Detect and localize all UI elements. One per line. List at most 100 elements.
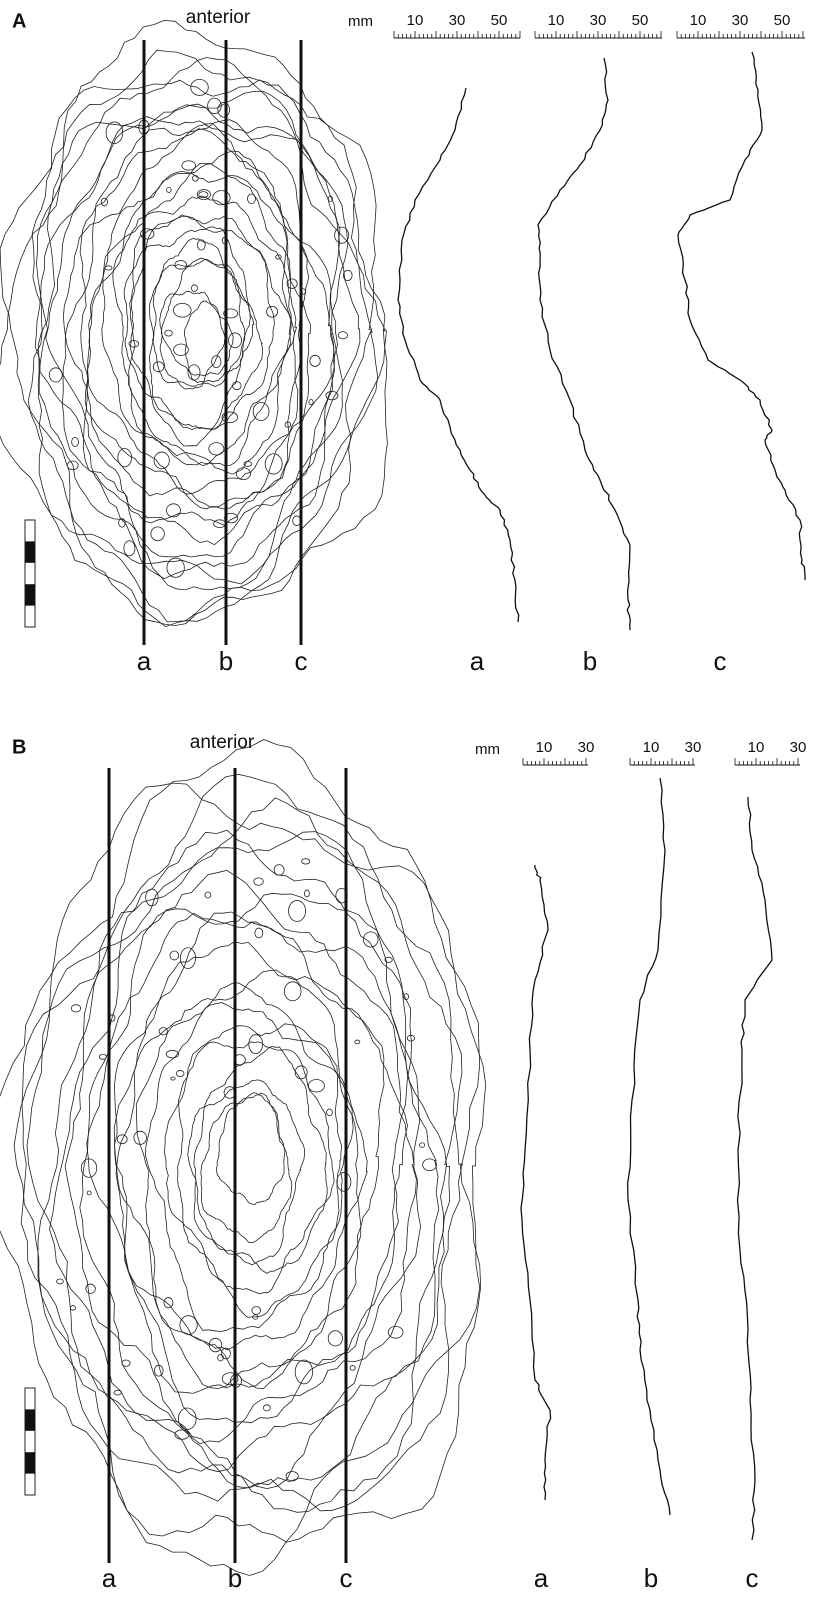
contour-islet <box>212 356 221 368</box>
contour-map <box>0 740 486 1576</box>
scale-bar <box>25 1388 35 1495</box>
contour <box>114 912 407 1393</box>
contour-islet <box>420 1143 425 1148</box>
contour <box>102 163 292 474</box>
ruler-label: 10 <box>748 739 765 756</box>
contour-islet <box>171 1077 175 1080</box>
contour-islet <box>295 1066 307 1079</box>
contour-islet <box>175 1430 189 1439</box>
contour <box>87 913 408 1423</box>
contour-islet <box>122 1360 130 1366</box>
page: {"panels": [ {"label": "A", "orientation… <box>0 0 837 1609</box>
contour-islet <box>180 1316 197 1335</box>
contour-islet <box>191 79 209 95</box>
contour-islet <box>338 332 347 339</box>
ruler-label: 30 <box>790 739 807 756</box>
scale-bar-block <box>25 541 35 562</box>
contour-islet <box>304 890 309 897</box>
contour <box>114 942 384 1389</box>
contour-islet <box>252 1307 261 1315</box>
orientation-label: anterior <box>190 732 255 753</box>
contour-islet <box>70 1306 75 1311</box>
contour-islet <box>164 1298 173 1308</box>
contour-islet <box>327 1109 333 1116</box>
scale-unit: mm <box>348 13 373 30</box>
ruler-label: 30 <box>578 739 595 756</box>
contour-islet <box>174 344 189 355</box>
ruler-label: 10 <box>536 739 553 756</box>
contour-islet <box>309 399 313 404</box>
contour <box>116 970 361 1389</box>
scale-bar-block <box>25 584 35 605</box>
profile <box>521 865 551 1500</box>
contour-islet <box>388 1326 403 1338</box>
contour-islet <box>274 865 284 876</box>
contour-islet <box>263 1405 270 1411</box>
scale-bar <box>25 520 35 627</box>
profile-label: c <box>714 646 727 676</box>
contour-islet <box>209 443 224 455</box>
contour-islet <box>295 1360 312 1384</box>
contour <box>146 1003 354 1332</box>
contour-islet <box>176 1070 184 1076</box>
scale-bar-block <box>25 1452 35 1473</box>
profile <box>538 58 630 630</box>
contour-islet <box>254 878 264 885</box>
contour <box>38 832 450 1488</box>
ruler-label: 30 <box>685 739 702 756</box>
figure: abcabcAanteriormm103050103050103050abcab… <box>0 0 837 1609</box>
contour-islet <box>208 98 222 114</box>
section-label: a <box>137 646 152 676</box>
contour-islet <box>165 330 173 336</box>
profile-label: a <box>470 646 485 676</box>
contour-islet <box>134 1131 147 1144</box>
orientation-label: anterior <box>186 7 251 28</box>
ruler-label: 30 <box>732 12 749 29</box>
profile <box>738 797 773 1540</box>
contour-islet <box>355 1040 360 1044</box>
contour-islet <box>247 194 255 204</box>
section-label: c <box>295 646 308 676</box>
contour <box>164 1024 341 1317</box>
profile-label: b <box>644 1563 658 1593</box>
contour-islet <box>249 1035 263 1054</box>
contour-islet <box>326 391 338 400</box>
contour <box>188 1080 305 1265</box>
profile <box>398 88 519 622</box>
ruler-label: 50 <box>774 12 791 29</box>
section-label: a <box>102 1563 117 1593</box>
contour-islet <box>222 412 238 423</box>
contour-islet <box>153 362 164 372</box>
contour-islet <box>99 1054 106 1059</box>
section-label: b <box>228 1563 242 1593</box>
ruler-label: 30 <box>590 12 607 29</box>
contour-islet <box>167 187 172 192</box>
contour-islet <box>87 1191 91 1195</box>
panel-letter: B <box>12 736 26 758</box>
contour-islet <box>154 1365 163 1376</box>
contour-islet <box>106 122 123 144</box>
contour-islet <box>114 1390 121 1395</box>
ruler-label: 10 <box>643 739 660 756</box>
contour <box>80 125 334 526</box>
contour-islet <box>310 355 320 366</box>
contour-islet <box>71 1005 80 1012</box>
profile <box>678 52 805 580</box>
ruler-label: 50 <box>491 12 508 29</box>
contour-islet <box>284 982 301 1001</box>
contour-islet <box>166 504 180 517</box>
contour-islet <box>337 1173 351 1192</box>
contour <box>201 1093 292 1243</box>
contour-islet <box>197 189 210 199</box>
contour-islet <box>57 1279 64 1284</box>
ruler-label: 10 <box>548 12 565 29</box>
scale-unit: mm <box>475 741 500 758</box>
section-label: c <box>340 1563 353 1593</box>
contour-islet <box>289 900 306 921</box>
ruler-label: 30 <box>449 12 466 29</box>
contour-islet <box>173 303 191 317</box>
ruler-label: 10 <box>690 12 707 29</box>
ruler-label: 10 <box>407 12 424 29</box>
contour <box>27 798 462 1513</box>
